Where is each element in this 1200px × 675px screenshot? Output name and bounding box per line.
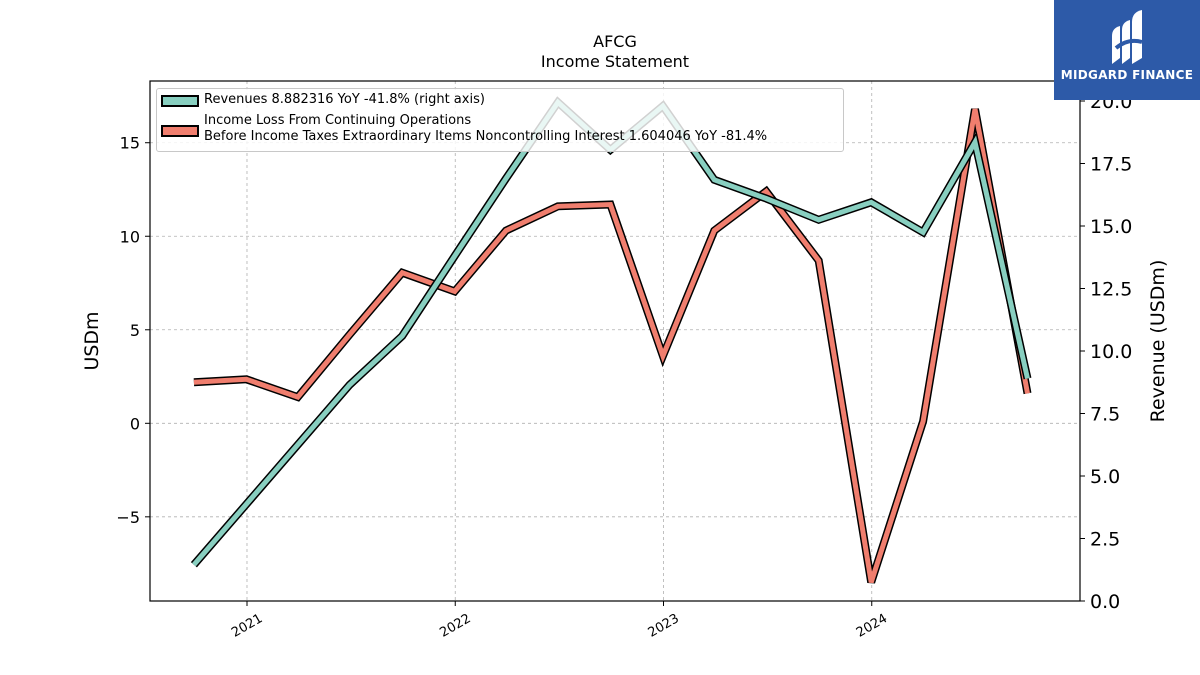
y-axis-label-left: USDm <box>81 311 103 370</box>
y-tick-label-left: 10 <box>120 227 140 246</box>
legend-swatch-income <box>161 125 199 137</box>
x-tick-label: 2021 <box>229 611 265 641</box>
chart-subtitle: Income Statement <box>540 52 690 71</box>
y-tick-label-right: 2.5 <box>1090 529 1120 551</box>
y-tick-label-right: 15.0 <box>1090 216 1132 238</box>
x-tick-label: 2022 <box>437 611 473 641</box>
legend-label-income-line2: Before Income Taxes Extraordinary Items … <box>204 129 768 144</box>
y-tick-label-left: −5 <box>116 508 140 527</box>
x-tick-label: 2024 <box>854 611 890 641</box>
y-tick-label-right: 10.0 <box>1090 341 1132 363</box>
midgard-finance-logo-icon <box>1112 10 1143 64</box>
legend-swatch-revenues <box>161 95 199 107</box>
y-axis-label-right: Revenue (USDm) <box>1147 260 1169 423</box>
logo-text: MIDGARD FINANCE <box>1060 68 1194 82</box>
y-tick-label-left: 15 <box>120 134 140 153</box>
brand-logo: MIDGARD FINANCE <box>1054 0 1200 100</box>
legend: Revenues 8.882316 YoY -41.8% (right axis… <box>156 88 844 152</box>
series-lines <box>190 96 1032 584</box>
y-tick-label-right: 0.0 <box>1090 591 1120 613</box>
plot-frame <box>149 80 1081 602</box>
y-tick-label-left: 5 <box>130 321 140 340</box>
y-tick-label-right: 12.5 <box>1090 279 1132 301</box>
y-tick-label-right: 7.5 <box>1090 404 1120 426</box>
chart-title: AFCG <box>593 32 637 51</box>
legend-label-income-line1: Income Loss From Continuing Operations <box>204 113 472 128</box>
legend-label-revenues: Revenues 8.882316 YoY -41.8% (right axis… <box>204 92 485 107</box>
y-tick-label-left: 0 <box>130 414 140 433</box>
x-tick-label: 2023 <box>646 611 682 641</box>
series-line-income <box>193 108 1030 584</box>
series-outline-income <box>193 108 1032 584</box>
y-tick-label-right: 5.0 <box>1090 466 1120 488</box>
y-tick-label-right: 17.5 <box>1090 154 1132 176</box>
